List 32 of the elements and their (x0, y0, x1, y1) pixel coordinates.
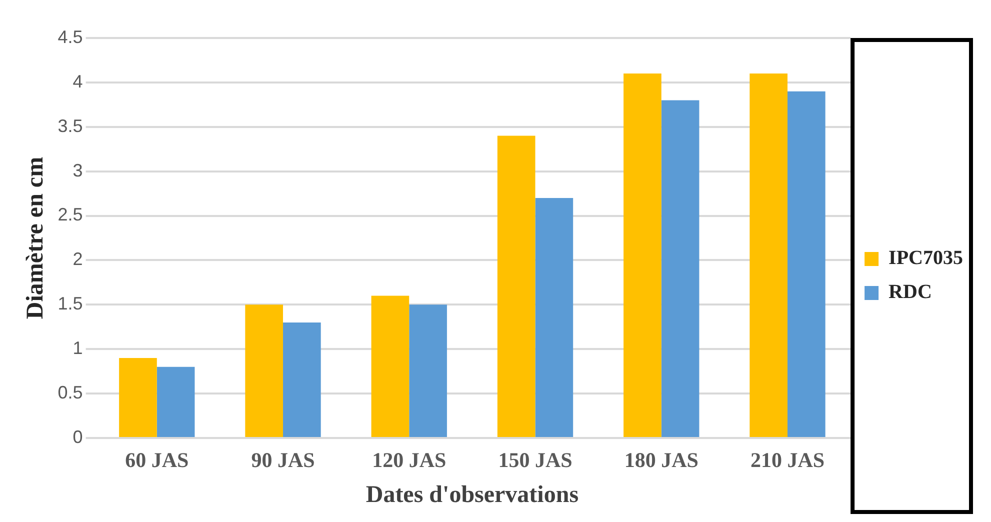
bar (750, 74, 788, 437)
y-tick-label: 1 (72, 338, 83, 358)
y-tick-label: 3 (72, 160, 83, 180)
bar (497, 136, 536, 437)
x-tick-label: 90 JAS (251, 448, 315, 472)
bar (661, 100, 700, 437)
bar (624, 74, 662, 437)
bar (245, 304, 284, 437)
y-tick-label: 2 (72, 249, 83, 270)
bar (787, 91, 826, 437)
y-tick-label: 2.5 (58, 204, 83, 225)
x-tick-label: 180 JAS (624, 448, 698, 472)
bar (119, 358, 157, 437)
legend-label: RDC (888, 281, 932, 304)
bar (156, 366, 195, 437)
y-tick-label: 0.5 (58, 382, 83, 403)
bar (409, 304, 447, 437)
legend-label: IPC7035 (888, 247, 964, 270)
x-axis-title: Dates d'observations (366, 482, 579, 508)
y-tick-label: 1.5 (58, 294, 83, 314)
bar (535, 198, 574, 437)
y-tick-label: 4.5 (58, 26, 83, 47)
y-tick-label: 3.5 (58, 116, 83, 136)
y-axis-title: Diamètre en cm (22, 156, 49, 320)
x-tick-label: 150 JAS (498, 448, 572, 472)
y-tick-label: 0 (72, 426, 83, 447)
x-tick-label: 210 JAS (750, 448, 825, 472)
bar (283, 322, 321, 437)
x-tick-label: 60 JAS (125, 448, 189, 472)
y-tick-label: 4 (72, 71, 83, 92)
x-tick-label: 120 JAS (372, 448, 446, 472)
bar (371, 296, 410, 437)
